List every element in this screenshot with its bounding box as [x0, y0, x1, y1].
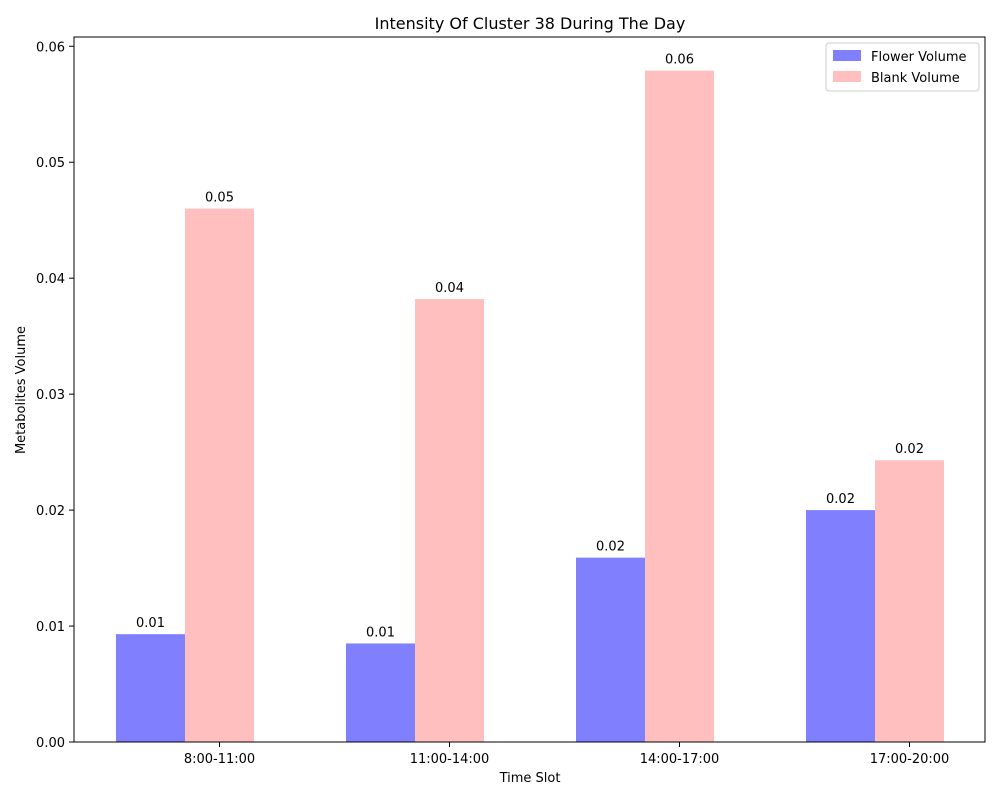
legend-swatch [833, 50, 861, 61]
x-axis: 8:00-11:00 11:00-14:00 14:00-17:00 17:00-20… [184, 742, 949, 767]
bar-data-label: 0.02 [895, 442, 924, 457]
bar-data-label: 0.05 [205, 191, 234, 206]
plot-frame [73, 36, 986, 743]
bar-blank [415, 299, 484, 742]
bar-data-label: 0.06 [665, 53, 694, 68]
bar-blank [645, 70, 714, 742]
x-tick-label: 11:00-14:00 [410, 752, 490, 767]
bar-data-label: 0.02 [826, 492, 855, 507]
y-tick-label: 0.01 [36, 620, 65, 635]
y-tick-label: 0.00 [36, 736, 65, 751]
bar-data-label: 0.02 [596, 540, 625, 555]
bar-flower [806, 510, 875, 742]
legend: Flower Volume Blank Volume [825, 42, 980, 92]
y-tick-label: 0.05 [36, 156, 65, 171]
bar-blank [875, 460, 944, 742]
bar-flower [346, 643, 415, 742]
y-tick-label: 0.04 [36, 272, 65, 287]
x-axis-label: Time Slot [499, 771, 561, 786]
x-tick-label: 8:00-11:00 [184, 752, 255, 767]
bar-data-label: 0.04 [435, 281, 464, 296]
legend-swatch [833, 71, 861, 82]
chart-title: Intensity Of Cluster 38 During The Day [375, 14, 686, 33]
legend-label: Blank Volume [871, 71, 960, 86]
y-tick-label: 0.02 [36, 504, 65, 519]
bar-data-label: 0.01 [366, 625, 395, 640]
legend-label: Flower Volume [871, 50, 967, 65]
bar-flower [116, 634, 185, 742]
bar-blank [185, 208, 254, 743]
legend-box [825, 42, 980, 92]
x-tick-label: 17:00-20:00 [870, 752, 950, 767]
bar-flower [576, 557, 645, 742]
x-tick-label: 14:00-17:00 [640, 752, 720, 767]
y-axis: 0.00 0.01 0.02 0.03 0.04 0.05 0.06 [36, 40, 74, 751]
y-tick-label: 0.03 [36, 388, 65, 403]
y-tick-label: 0.06 [36, 40, 65, 55]
bars-group: 0.01 0.05 0.01 0.04 0.02 0.06 0.02 0.02 [116, 53, 944, 743]
y-axis-label: Metabolites Volume [14, 326, 29, 454]
bar-data-label: 0.01 [136, 616, 165, 631]
